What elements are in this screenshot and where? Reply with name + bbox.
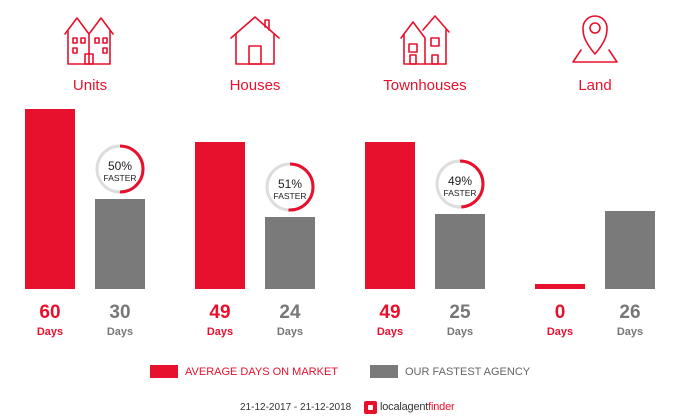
category-labels: Units Houses Townhouses Land	[73, 77, 612, 94]
days-on-market-chart: Units Houses Townhouses Land 50%FASTER 51%FA…	[25, 15, 655, 378]
brand-logo: localagentfinder	[364, 399, 455, 415]
bar-land-agency	[605, 211, 655, 289]
value-label-houses-agency: 24	[279, 302, 301, 323]
legend: AVERAGE DAYS ON MARKET OUR FASTEST AGENCY	[150, 365, 531, 378]
unit-label: Days	[377, 326, 403, 338]
faster-percent: 50%	[108, 159, 132, 173]
unit-label: Days	[547, 326, 573, 338]
townhouses-icon	[400, 15, 450, 65]
value-label-units-agency: 30	[109, 302, 130, 323]
faster-label: FASTER	[103, 173, 136, 183]
value-label-land-agency: 26	[619, 302, 640, 323]
legend-swatch-agency	[370, 365, 398, 378]
value-labels: 60 Days 30 Days 49 Days 24 Days 49 Days 25 Days 0 Day…	[37, 302, 643, 338]
category-label-units: Units	[73, 77, 107, 94]
legend-swatch-average	[150, 365, 178, 378]
brand-name: localagentfinder	[380, 401, 455, 413]
value-label-townhouses-average: 49	[379, 302, 400, 323]
value-label-townhouses-agency: 25	[449, 302, 471, 323]
unit-label: Days	[207, 326, 233, 338]
faster-badge-units: 50%FASTER	[95, 144, 145, 194]
brand-name-prefix: localagent	[380, 401, 429, 413]
brand-name-suffix: finder	[428, 401, 455, 413]
legend-label-average: AVERAGE DAYS ON MARKET	[185, 366, 338, 378]
category-label-townhouses: Townhouses	[383, 77, 466, 94]
faster-label: FASTER	[443, 188, 476, 198]
category-label-land: Land	[578, 77, 611, 94]
bars	[25, 109, 655, 289]
faster-progress-arc	[95, 144, 145, 194]
unit-label: Days	[107, 326, 133, 338]
bar-units-average	[25, 109, 75, 289]
date-range: 21-12-2017 - 21-12-2018	[240, 402, 352, 413]
bar-land-average	[535, 284, 585, 289]
bar-units-agency	[95, 199, 145, 289]
unit-label: Days	[617, 326, 643, 338]
unit-label: Days	[37, 326, 63, 338]
faster-percent: 49%	[448, 174, 472, 188]
legend-label-agency: OUR FASTEST AGENCY	[405, 366, 531, 378]
bar-townhouses-average	[365, 142, 415, 289]
faster-progress-arc	[435, 159, 485, 209]
faster-percent: 51%	[278, 177, 302, 191]
value-label-houses-average: 49	[209, 302, 230, 323]
faster-badge-houses: 51%FASTER	[265, 162, 315, 212]
units-icon	[64, 17, 114, 65]
footer: 21-12-2017 - 21-12-2018 localagentfinder	[0, 398, 700, 418]
brand-logo-icon	[364, 400, 377, 414]
faster-label: FASTER	[273, 191, 306, 201]
value-label-land-average: 0	[555, 302, 566, 323]
bar-houses-average	[195, 142, 245, 289]
faster-badge-townhouses: 49%FASTER	[435, 159, 485, 209]
unit-label: Days	[447, 326, 473, 338]
house-icon	[230, 16, 280, 65]
category-icons	[64, 15, 618, 65]
unit-label: Days	[277, 326, 303, 338]
bar-townhouses-agency	[435, 214, 485, 289]
land-pin-icon	[572, 15, 618, 63]
bar-houses-agency	[265, 217, 315, 289]
category-label-houses: Houses	[230, 77, 281, 94]
value-label-units-average: 60	[39, 302, 60, 323]
faster-progress-arc	[265, 162, 315, 212]
